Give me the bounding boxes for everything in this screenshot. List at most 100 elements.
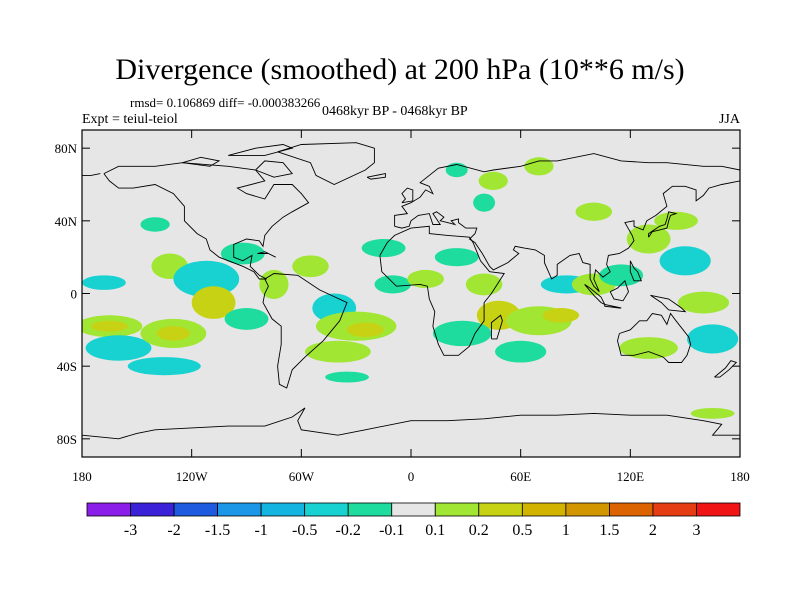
colorbar-label: 0.5: [512, 522, 532, 539]
coastline: [394, 153, 740, 227]
colorbar: -3 -2 -1.5 -1 -0.5 -0.2 -0.1 0.1 0.2 0.5 1 1.5 2 3: [86, 502, 741, 539]
colorbar-label: -0.1: [379, 522, 404, 539]
divergence-cell: [220, 242, 265, 265]
coastline: [257, 251, 276, 258]
colorbar-swatch: [696, 502, 741, 517]
coastline: [379, 225, 505, 356]
divergence-cell: [407, 269, 444, 289]
divergence-cell: [686, 324, 739, 354]
divergence-cell: [292, 255, 329, 278]
lon-tick-label: 180: [72, 469, 92, 484]
divergence-cell: [495, 340, 547, 363]
divergence-cell: [191, 286, 236, 319]
coastline: [648, 211, 678, 238]
divergence-cell: [619, 337, 678, 359]
lon-tick-label: 120W: [176, 469, 209, 484]
divergence-cell: [524, 157, 554, 176]
divergence-cell: [654, 211, 698, 230]
colorbar-label: 2: [649, 522, 657, 539]
divergence-cell: [304, 340, 371, 363]
lat-tick-label: 0: [71, 287, 78, 302]
divergence-field: [82, 157, 739, 419]
divergence-cell: [690, 407, 735, 419]
colorbar-swatch: [173, 502, 218, 517]
divergence-cell: [659, 246, 711, 276]
divergence-cell: [82, 275, 126, 290]
lat-tick-label: 40S: [57, 359, 77, 374]
colorbar-swatch: [130, 502, 175, 517]
colorbar-swatch: [434, 502, 480, 517]
lon-tick-label: 120E: [617, 469, 645, 484]
coastlines: [82, 142, 740, 440]
colorbar-label: 1.5: [599, 522, 619, 539]
coastline: [490, 314, 503, 340]
divergence-cell: [91, 320, 128, 332]
coastline: [604, 303, 622, 309]
colorbar-swatch: [521, 502, 567, 517]
coastline: [650, 294, 687, 313]
coastline: [394, 180, 740, 293]
divergence-cell: [434, 248, 479, 267]
colorbar-swatch: [478, 502, 523, 517]
coastline: [82, 173, 101, 176]
divergence-cell: [575, 202, 613, 221]
coastline: [262, 273, 348, 389]
colorbar-label: -1: [254, 522, 267, 539]
divergence-cell: [626, 224, 671, 254]
colorbar-label: 3: [692, 522, 700, 539]
coastline: [82, 407, 740, 440]
coastline: [277, 142, 375, 185]
lon-tick-label: 0: [408, 469, 415, 484]
divergence-cell: [224, 308, 269, 330]
lat-tick-label: 40N: [55, 214, 78, 229]
coastline: [366, 173, 386, 180]
colorbar-swatch: [304, 502, 349, 517]
divergence-cell: [85, 335, 152, 361]
stats-line: rmsd= 0.106869 diff= -0.000383266: [130, 95, 321, 110]
divergence-cell: [478, 171, 508, 190]
coastline: [609, 279, 629, 302]
colorbar-label: -0.2: [336, 522, 361, 539]
axis-ticks: 80N 40N 0 40S 80S 180 120W 60W 0 60E 120E 180: [55, 130, 750, 484]
lat-tick-label: 80S: [57, 432, 77, 447]
divergence-cell: [542, 308, 580, 323]
coastline: [255, 160, 294, 178]
coastline: [714, 360, 738, 378]
colorbar-label: -0.5: [292, 522, 317, 539]
lat-tick-label: 80N: [55, 141, 78, 156]
divergence-cell: [374, 275, 411, 294]
divergence-cell: [156, 326, 190, 341]
colorbar-swatch: [652, 502, 697, 517]
plot-title: Divergence (smoothed) at 200 hPa (10**6 …: [115, 53, 685, 86]
coastline: [401, 187, 414, 204]
divergence-cell: [677, 291, 730, 314]
lon-tick-label: 60W: [289, 469, 315, 484]
colorbar-label: 1: [562, 522, 570, 539]
colorbar-swatch: [86, 502, 131, 517]
divergence-cell: [473, 193, 496, 212]
coastline: [103, 162, 310, 280]
divergence-cell: [140, 217, 170, 232]
colorbar-label: 0.2: [469, 522, 489, 539]
colorbar-swatch: [347, 502, 393, 517]
season-label: JJA: [718, 112, 740, 127]
colorbar-label: -2: [167, 522, 180, 539]
colorbar-label: 0.1: [425, 522, 445, 539]
lon-tick-label: 180: [730, 469, 750, 484]
colorbar-swatch: [565, 502, 610, 517]
colorbar-swatch: [609, 502, 654, 517]
coastline: [182, 156, 221, 167]
experiment-label: Expt = teiul-teiol: [82, 112, 178, 127]
map-background: [82, 130, 740, 457]
divergence-cell: [127, 357, 201, 376]
divergence-cell: [599, 264, 644, 287]
coastline: [617, 312, 692, 363]
lon-tick-label: 60E: [510, 469, 531, 484]
period-label: 0468kyr BP - 0468kyr BP: [322, 104, 468, 119]
divergence-cell: [432, 320, 492, 347]
divergence-cell: [259, 269, 289, 299]
colorbar-swatch: [260, 502, 306, 517]
colorbar-label: -3: [124, 522, 137, 539]
colorbar-swatch: [217, 502, 262, 517]
